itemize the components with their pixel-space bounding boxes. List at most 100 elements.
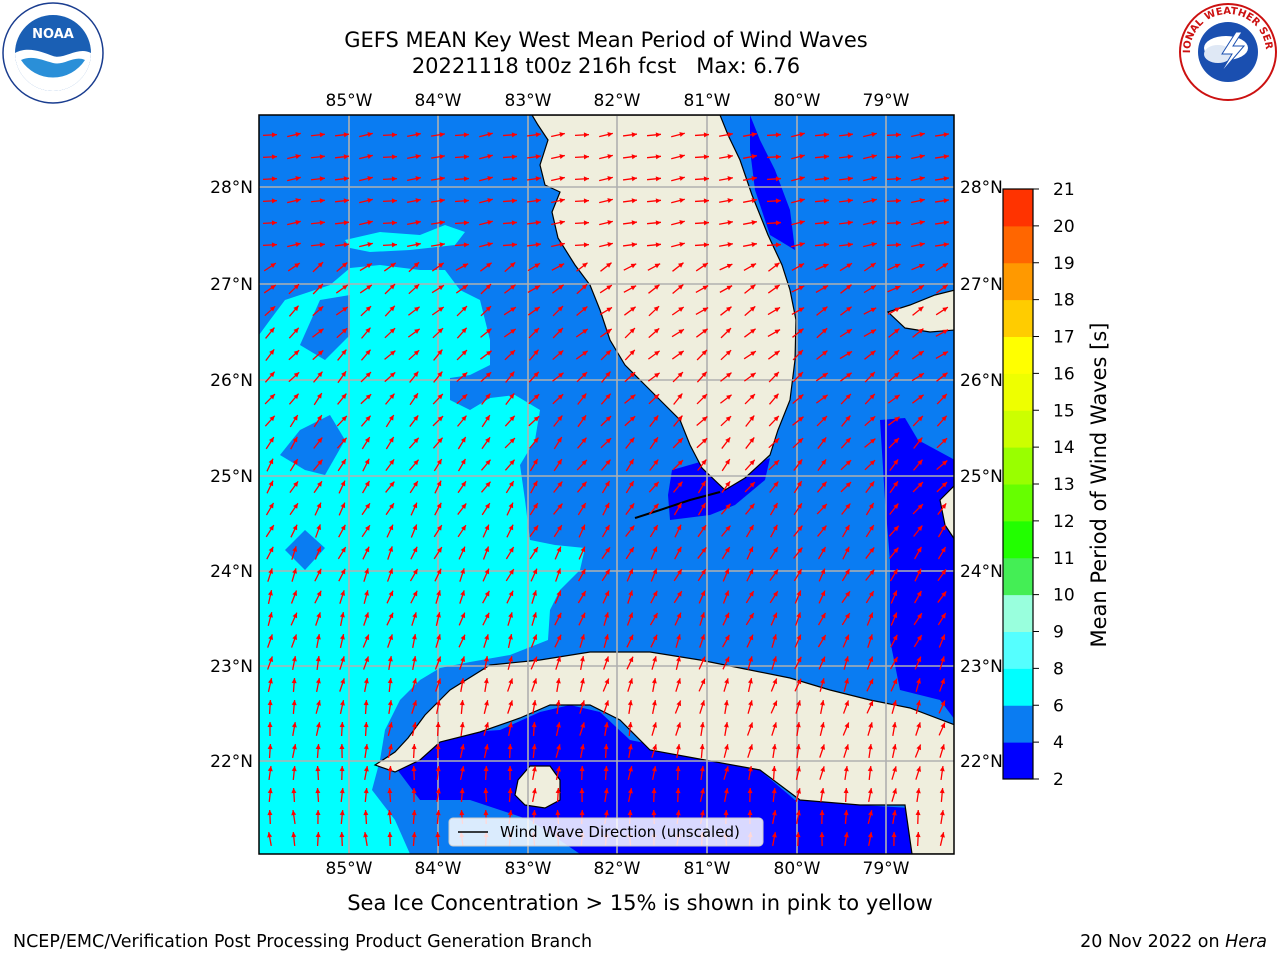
wind-arrow: [551, 242, 565, 248]
wind-arrow: [625, 437, 635, 449]
colorbar-tick-label: 17: [1053, 328, 1075, 348]
wind-arrow: [480, 481, 492, 493]
wind-arrow: [671, 306, 685, 316]
wind-arrow: [817, 525, 827, 537]
wind-arrow: [435, 721, 441, 737]
wind-arrow: [937, 546, 947, 560]
wind-arrow: [648, 503, 660, 515]
wind-arrow: [383, 262, 397, 272]
wind-arrow: [647, 263, 661, 271]
wind-arrow: [791, 176, 805, 182]
wind-arrow: [479, 176, 493, 182]
wind-arrow: [600, 262, 612, 272]
wind-arrow: [793, 480, 803, 494]
wind-arrow: [599, 176, 613, 182]
wind-arrow: [456, 305, 468, 317]
wind-arrow: [699, 700, 705, 714]
wind-arrow: [767, 284, 781, 294]
wind-arrow: [698, 656, 706, 670]
wind-arrow: [310, 220, 326, 226]
wind-arrow: [289, 414, 299, 428]
wind-arrow: [623, 285, 637, 293]
wind-arrow: [840, 459, 852, 471]
wind-arrow: [315, 612, 322, 626]
wind-arrow: [506, 502, 514, 516]
wind-arrow: [387, 765, 393, 781]
wind-arrow: [743, 372, 757, 382]
wind-arrow: [267, 721, 273, 737]
wind-arrow: [435, 634, 441, 648]
wind-arrow: [911, 220, 925, 226]
wind-arrow: [503, 306, 517, 316]
wind-arrow: [696, 371, 708, 383]
wind-arrow: [912, 481, 924, 493]
wind-arrow: [744, 328, 756, 338]
wind-arrow: [409, 480, 419, 494]
wind-arrow: [795, 721, 801, 737]
wind-arrow: [743, 198, 757, 204]
colorbar-tick-label: 21: [1053, 180, 1075, 200]
wind-arrow: [771, 787, 777, 803]
wind-arrow: [891, 766, 897, 780]
wind-arrow: [454, 198, 470, 204]
wind-arrow: [695, 328, 709, 338]
lat-label-right: 28°N: [960, 178, 1003, 198]
wind-arrow: [411, 634, 417, 648]
wind-arrow: [359, 262, 373, 272]
wind-arrow: [360, 393, 372, 405]
wind-arrow: [336, 437, 348, 449]
wind-arrow: [936, 415, 948, 427]
svg-text:NOAA: NOAA: [32, 27, 74, 42]
wind-arrow: [625, 525, 635, 537]
wind-arrow: [934, 176, 950, 182]
wind-arrow: [407, 198, 421, 204]
wind-arrow: [840, 481, 852, 493]
wind-arrow: [648, 481, 660, 493]
wind-arrow: [938, 634, 946, 648]
wind-arrow: [385, 393, 395, 405]
wind-arrow: [770, 612, 778, 626]
wind-arrow: [481, 393, 491, 405]
wind-arrow: [289, 458, 299, 472]
wind-arrow: [576, 371, 588, 383]
wind-arrow: [671, 242, 685, 248]
wind-arrow: [579, 700, 586, 714]
wind-arrow: [914, 656, 922, 670]
colorbar-segment: [1003, 742, 1033, 780]
wind-arrow: [435, 590, 441, 604]
wind-arrow: [626, 568, 634, 582]
wind-arrow: [624, 394, 636, 404]
wind-arrow: [387, 809, 393, 825]
wind-arrow: [262, 220, 278, 226]
wind-arrow: [699, 743, 705, 759]
wind-arrow: [651, 787, 657, 803]
wind-arrow: [407, 328, 421, 338]
wind-arrow: [720, 394, 732, 404]
lat-label-right: 26°N: [960, 371, 1003, 391]
wind-arrow: [529, 502, 539, 516]
wind-arrow: [771, 810, 777, 824]
wind-arrow: [819, 831, 825, 847]
wind-arrow: [363, 612, 370, 626]
noaa-logo-icon: NOAA: [2, 2, 104, 104]
wind-arrow: [601, 480, 611, 494]
wind-arrow: [745, 437, 755, 449]
wind-arrow: [363, 787, 369, 803]
wind-arrow: [337, 370, 347, 384]
wind-arrow: [334, 220, 350, 226]
wind-arrow: [577, 502, 587, 516]
wind-arrow: [743, 132, 757, 138]
wind-arrow: [527, 284, 541, 294]
lat-label-right: 25°N: [960, 467, 1003, 487]
wind-arrow: [454, 242, 470, 248]
wind-arrow: [361, 502, 371, 516]
wind-arrow: [722, 634, 730, 648]
wind-arrow: [410, 524, 418, 538]
wind-arrow: [334, 154, 350, 160]
wind-arrow: [722, 568, 730, 582]
wind-arrow: [264, 371, 276, 383]
wind-arrow: [315, 743, 321, 759]
wind-arrow: [626, 656, 634, 670]
wind-arrow: [889, 458, 899, 472]
wind-arrow: [289, 480, 299, 494]
